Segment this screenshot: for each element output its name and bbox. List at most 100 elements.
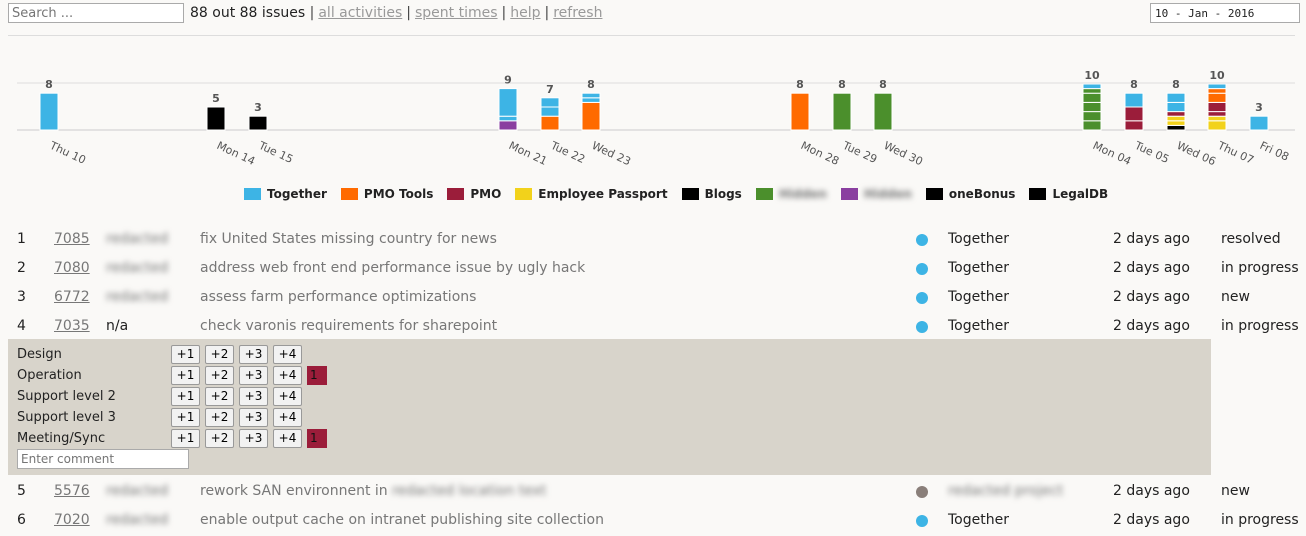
issue-row[interactable]: 6 7020 redacted enable output cache on intr… [0, 507, 1306, 536]
x-tick-label: Wed 23 [590, 139, 633, 168]
bar-segment [248, 115, 268, 131]
comment-input[interactable] [17, 449, 189, 469]
bar-total-label: 8 [838, 78, 846, 91]
issue-number: 4 [17, 318, 26, 334]
bar-total-label: 8 [1172, 78, 1180, 91]
x-tick-label: Tue 15 [256, 139, 295, 167]
x-tick-label: Mon 04 [1091, 139, 1133, 168]
help-link[interactable]: help [510, 5, 541, 21]
issue-id-link[interactable]: 5576 [54, 483, 90, 499]
add-hours-button[interactable]: +1 [171, 407, 200, 427]
legend-swatch [755, 188, 773, 200]
bar-segment [1082, 92, 1102, 103]
add-hours-button[interactable]: +2 [205, 344, 234, 364]
project-color-dot [916, 234, 928, 246]
add-hours-button[interactable]: +3 [239, 365, 268, 385]
legend-item: Together [244, 187, 327, 201]
bar-segment [1082, 120, 1102, 131]
legend-label: PMO Tools [363, 187, 434, 201]
bar-total-label: 9 [504, 74, 512, 87]
bar-total-label: 5 [212, 92, 220, 105]
issue-id-link[interactable]: 7085 [54, 231, 90, 247]
add-hours-button[interactable]: +3 [239, 344, 268, 364]
issue-assignee: redacted [106, 512, 169, 528]
issue-row[interactable]: 1 7085 redacted fix United States missing c… [0, 226, 1306, 255]
issue-title: enable output cache on intranet publishi… [200, 512, 604, 528]
redacted-text: redacted location text [387, 483, 547, 499]
bar-segment [540, 106, 560, 117]
issue-assignee: n/a [106, 318, 129, 334]
activity-label: Design [17, 346, 62, 362]
issue-row[interactable]: 2 7080 redacted address web front end perfo… [0, 255, 1306, 284]
issue-title: fix United States missing country for ne… [200, 231, 497, 247]
x-tick-label: Mon 21 [507, 139, 549, 168]
x-tick-label: Wed 30 [882, 139, 925, 168]
add-hours-button[interactable]: +1 [171, 344, 200, 364]
separator: | [501, 5, 507, 21]
issue-status: in progress [1221, 260, 1299, 276]
add-hours-button[interactable]: +3 [239, 407, 268, 427]
add-hours-button[interactable]: +2 [205, 407, 234, 427]
legend-item: Blogs [681, 187, 742, 201]
search-input[interactable] [8, 3, 184, 23]
issue-number: 6 [17, 512, 26, 528]
activity-label: Support level 3 [17, 409, 116, 425]
issue-assignee: redacted [106, 231, 169, 247]
issue-assignee: redacted [106, 289, 169, 305]
issue-project: Together [948, 231, 1009, 247]
bar-total-label: 8 [1130, 78, 1138, 91]
issue-status: resolved [1221, 231, 1281, 247]
add-hours-button[interactable]: +1 [171, 428, 200, 448]
add-hours-button[interactable]: +2 [205, 386, 234, 406]
issue-id-link[interactable]: 7020 [54, 512, 90, 528]
add-hours-button[interactable]: +2 [205, 428, 234, 448]
bar-segment [790, 92, 810, 131]
add-hours-button[interactable]: +1 [171, 386, 200, 406]
bar-segment [498, 88, 518, 117]
spent-times-link[interactable]: spent times [415, 5, 498, 21]
bar-segment [1082, 83, 1102, 90]
legend-item: PMO [447, 187, 501, 201]
issue-updated: 2 days ago [1113, 483, 1190, 499]
bar-segment [1207, 120, 1227, 131]
logged-hours-badge: 1 [307, 428, 327, 448]
add-hours-button[interactable]: +3 [239, 386, 268, 406]
issue-id-link[interactable]: 6772 [54, 289, 90, 305]
bar-segment [1207, 115, 1227, 122]
add-hours-button[interactable]: +4 [273, 428, 302, 448]
add-hours-button[interactable]: +1 [171, 365, 200, 385]
issue-row[interactable]: 5 5576 redacted rework SAN environnent in r… [0, 478, 1306, 507]
date-input[interactable]: 10 - Jan - 2016 [1150, 3, 1300, 23]
add-hours-button[interactable]: +4 [273, 407, 302, 427]
refresh-link[interactable]: refresh [553, 5, 603, 21]
legend-swatch [340, 188, 358, 200]
issue-row[interactable]: 3 6772 redacted assess farm performance opt… [0, 284, 1306, 313]
add-hours-button[interactable]: +2 [205, 365, 234, 385]
all-activities-link[interactable]: all activities [318, 5, 403, 21]
issue-status: in progress [1221, 512, 1299, 528]
project-color-dot [916, 486, 928, 498]
add-hours-button[interactable]: +4 [273, 344, 302, 364]
project-color-dot [916, 263, 928, 275]
issue-number: 3 [17, 289, 26, 305]
legend-item: Hidden [840, 187, 912, 201]
bar-total-label: 10 [1209, 69, 1225, 82]
add-hours-button[interactable]: +4 [273, 365, 302, 385]
legend-item: PMO Tools [340, 187, 434, 201]
bar-segment [1082, 88, 1102, 94]
x-tick-label: Tue 22 [548, 139, 587, 167]
bar-total-label: 8 [45, 78, 53, 91]
issue-updated: 2 days ago [1113, 231, 1190, 247]
bar-segment [1166, 115, 1186, 122]
issue-row[interactable]: 4 7035 n/a check varonis requirements for s… [0, 313, 1306, 342]
bar-segment [206, 106, 226, 131]
legend-item: Hidden [755, 187, 827, 201]
issue-id-link[interactable]: 7035 [54, 318, 90, 334]
add-hours-button[interactable]: +3 [239, 428, 268, 448]
add-hours-button[interactable]: +4 [273, 386, 302, 406]
bar-segment [1124, 106, 1144, 122]
separator: | [544, 5, 550, 21]
issue-project: Together [948, 260, 1009, 276]
issue-project: Together [948, 289, 1009, 305]
issue-id-link[interactable]: 7080 [54, 260, 90, 276]
